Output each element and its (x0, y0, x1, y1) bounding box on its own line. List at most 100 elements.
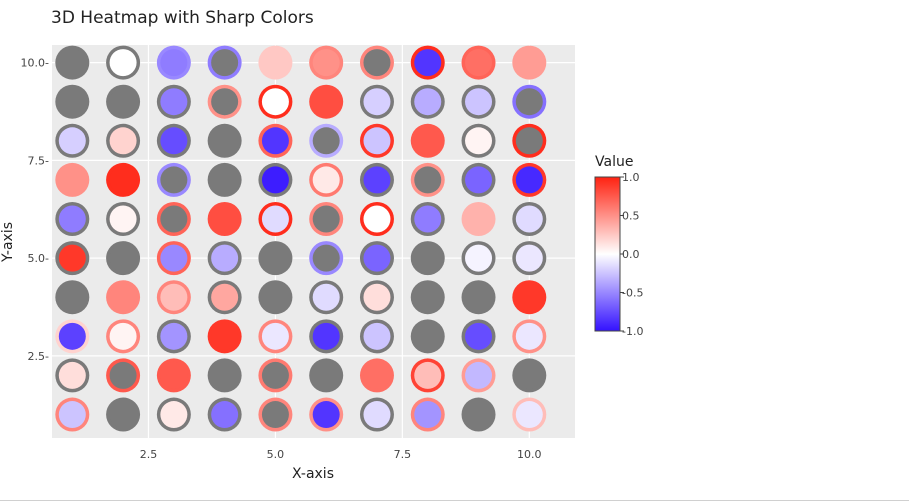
heatmap-cell (512, 45, 547, 80)
heatmap-cell (258, 84, 293, 119)
heatmap-cell (410, 241, 445, 276)
cell-inner-fill (261, 127, 289, 155)
cell-inner-fill (160, 322, 188, 350)
heatmap-cell (309, 202, 344, 237)
cell-inner-fill (109, 322, 137, 350)
cell-inner-fill (211, 49, 239, 77)
colorbar-tick-label: 0.0 (622, 248, 640, 261)
cell-inner-fill (58, 401, 86, 429)
cell-inner-fill (312, 322, 340, 350)
cell-inner-fill (109, 401, 137, 429)
heatmap-cell (461, 280, 496, 315)
heatmap-cell (55, 280, 90, 315)
heatmap-cell (512, 280, 547, 315)
colorbar-tick-label: -1.0 (622, 325, 643, 338)
heatmap-cell (258, 241, 293, 276)
cell-inner-fill (160, 244, 188, 272)
cell-inner-fill (465, 205, 493, 233)
cell-inner-fill (312, 166, 340, 194)
heatmap-cell (359, 241, 394, 276)
heatmap-cell (156, 319, 191, 354)
cell-inner-fill (312, 244, 340, 272)
heatmap-cell (156, 162, 191, 197)
x-axis-title: X-axis (292, 466, 334, 482)
heatmap-cell (258, 162, 293, 197)
heatmap-cell (207, 319, 242, 354)
cell-inner-fill (414, 361, 442, 389)
heatmap-cell (410, 280, 445, 315)
cell-inner-fill (109, 283, 137, 311)
heatmap-cell (461, 162, 496, 197)
heatmap-cell (55, 202, 90, 237)
cell-inner-fill (515, 283, 543, 311)
cell-inner-fill (515, 361, 543, 389)
heatmap-cell (461, 123, 496, 158)
heatmap-cell (106, 358, 141, 393)
heatmap-cell (359, 397, 394, 432)
heatmap-cell (106, 241, 141, 276)
cell-inner-fill (515, 205, 543, 233)
cell-inner-fill (515, 166, 543, 194)
cell-inner-fill (211, 244, 239, 272)
cell-inner-fill (312, 361, 340, 389)
cell-inner-fill (414, 166, 442, 194)
heatmap-cell (359, 358, 394, 393)
heatmap-cell (309, 358, 344, 393)
cell-inner-fill (465, 361, 493, 389)
cell-inner-fill (465, 322, 493, 350)
cell-inner-fill (109, 244, 137, 272)
cell-inner-fill (465, 244, 493, 272)
cell-inner-fill (312, 88, 340, 116)
x-axis-ticks: 2.5 5.0 7.5 10.0 (140, 448, 542, 461)
heatmap-cell (512, 358, 547, 393)
cell-inner-fill (261, 49, 289, 77)
heatmap-cell (106, 280, 141, 315)
heatmap-cell (207, 45, 242, 80)
cell-inner-fill (160, 205, 188, 233)
cell-inner-fill (58, 49, 86, 77)
heatmap-cell (207, 162, 242, 197)
cell-inner-fill (312, 283, 340, 311)
cell-inner-fill (211, 401, 239, 429)
cell-inner-fill (363, 283, 391, 311)
heatmap-cell (359, 123, 394, 158)
cell-inner-fill (109, 127, 137, 155)
colorbar: Value 1.0 0.5 0.0 -0.5 -1.0 (594, 154, 643, 338)
heatmap-cell (106, 123, 141, 158)
cell-inner-fill (363, 244, 391, 272)
y-tick-label: 7.5- (28, 154, 49, 167)
heatmap-cell (359, 84, 394, 119)
cell-inner-fill (414, 322, 442, 350)
cell-inner-fill (160, 401, 188, 429)
heatmap-cell (55, 241, 90, 276)
cell-inner-fill (211, 322, 239, 350)
cell-inner-fill (109, 49, 137, 77)
heatmap-cell (55, 84, 90, 119)
heatmap-cell (156, 84, 191, 119)
x-tick-label: 2.5 (140, 448, 158, 461)
cell-inner-fill (211, 361, 239, 389)
colorbar-tick-label: 1.0 (622, 171, 640, 184)
cell-inner-fill (160, 283, 188, 311)
y-tick-label: 10.0- (21, 57, 49, 70)
cell-inner-fill (363, 401, 391, 429)
heatmap-cell (309, 45, 344, 80)
heatmap-cell (207, 358, 242, 393)
heatmap-cell (258, 319, 293, 354)
heatmap-cell (359, 319, 394, 354)
heatmap-cell (207, 202, 242, 237)
cell-inner-fill (109, 88, 137, 116)
heatmap-cell (309, 123, 344, 158)
heatmap-cell (359, 202, 394, 237)
cell-inner-fill (109, 166, 137, 194)
heatmap-cell (410, 202, 445, 237)
heatmap-cell (461, 84, 496, 119)
heatmap-cell (106, 319, 141, 354)
colorbar-title: Value (595, 154, 633, 170)
cell-inner-fill (261, 401, 289, 429)
cell-inner-fill (160, 166, 188, 194)
cell-inner-fill (211, 283, 239, 311)
heatmap-cell (410, 45, 445, 80)
cell-inner-fill (465, 283, 493, 311)
